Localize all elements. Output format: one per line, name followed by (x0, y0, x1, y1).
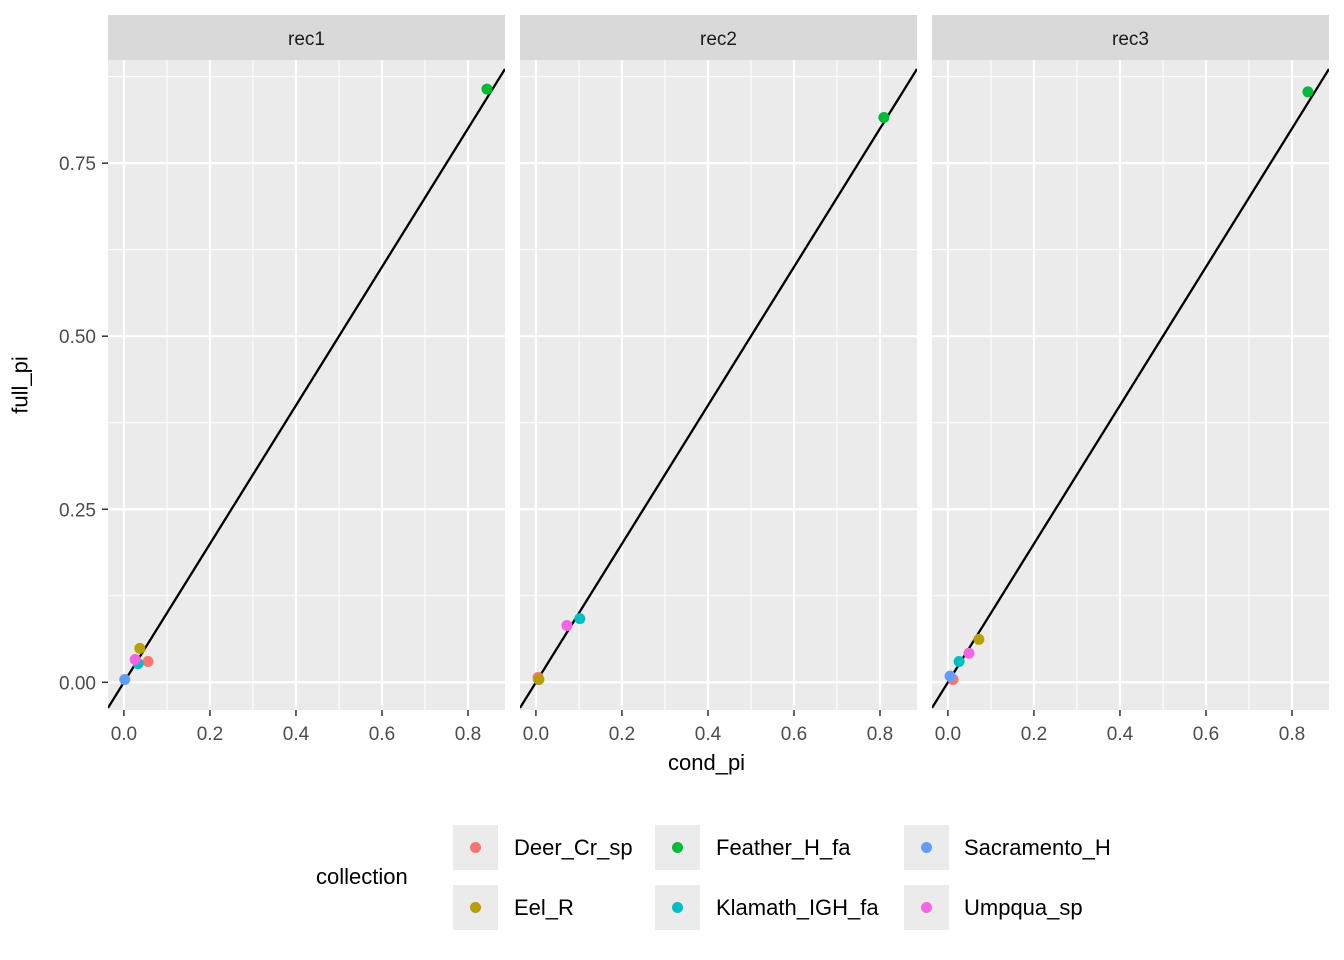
x-tick-label: 0.4 (695, 724, 722, 745)
legend-marker (672, 902, 683, 913)
y-tick-label: 0.00 (59, 673, 96, 694)
legend-marker (470, 842, 481, 853)
legend-label: Klamath_IGH_fa (716, 895, 879, 920)
x-tick-label: 0.0 (523, 724, 549, 745)
data-point-klamath-igh-fa (574, 613, 586, 625)
legend-label: Umpqua_sp (964, 895, 1083, 920)
y-tick-label: 0.75 (59, 154, 96, 175)
y-tick-label: 0.50 (59, 327, 96, 348)
facet-strip-label: rec2 (700, 29, 737, 50)
x-tick-label: 0.8 (455, 724, 481, 745)
x-tick-label: 0.6 (369, 724, 395, 745)
data-point-sacramento-h (119, 674, 131, 686)
data-point-feather-h-fa (1302, 86, 1314, 98)
data-point-umpqua-sp (963, 647, 975, 659)
reference-line (520, 68, 917, 709)
facet-strip-label: rec1 (288, 29, 325, 50)
legend-marker (672, 842, 683, 853)
data-point-umpqua-sp (129, 653, 141, 665)
x-tick-label: 0.0 (935, 724, 961, 745)
x-tick-label: 0.4 (1107, 724, 1134, 745)
facet-strip-label: rec3 (1112, 29, 1149, 50)
data-point-eel-r (134, 642, 146, 654)
x-tick-label: 0.2 (609, 724, 635, 745)
x-tick-label: 0.4 (283, 724, 310, 745)
legend-label: Eel_R (514, 895, 574, 920)
x-tick-label: 0.6 (781, 724, 807, 745)
reference-line (108, 68, 505, 709)
x-tick-label: 0.8 (1279, 724, 1305, 745)
data-point-eel-r (973, 633, 985, 645)
legend-label: Feather_H_fa (716, 835, 851, 860)
legend-marker (921, 842, 932, 853)
facet-strip (520, 15, 917, 60)
x-tick-label: 0.8 (867, 724, 893, 745)
y-tick-label: 0.25 (59, 500, 96, 521)
data-point-feather-h-fa (878, 111, 890, 123)
reference-line (932, 68, 1329, 709)
legend-label: Sacramento_H (964, 835, 1111, 860)
data-point-eel-r (533, 674, 545, 686)
y-axis-title: full_pi (7, 356, 33, 414)
x-tick-label: 0.6 (1193, 724, 1219, 745)
x-tick-label: 0.0 (111, 724, 137, 745)
x-tick-label: 0.2 (1021, 724, 1047, 745)
facet-strip (108, 15, 505, 60)
data-point-sacramento-h (944, 670, 956, 682)
data-point-deer-cr-sp (142, 656, 154, 668)
legend-title: collection (316, 864, 408, 889)
data-point-umpqua-sp (561, 620, 573, 632)
legend-marker (921, 902, 932, 913)
x-axis-title: cond_pi (668, 750, 746, 775)
legend-label: Deer_Cr_sp (514, 835, 633, 860)
facet-strip (932, 15, 1329, 60)
data-point-feather-h-fa (481, 83, 493, 95)
x-tick-label: 0.2 (197, 724, 223, 745)
data-point-klamath-igh-fa (953, 656, 965, 668)
legend-marker (470, 902, 481, 913)
